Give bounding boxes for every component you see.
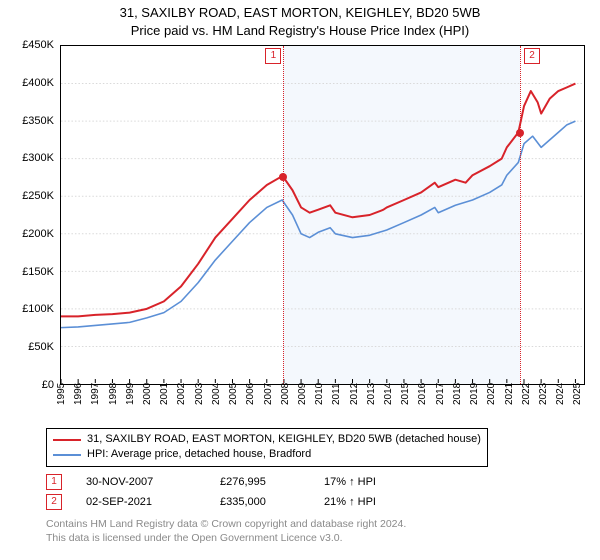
legend: 31, SAXILBY ROAD, EAST MORTON, KEIGHLEY,… <box>46 428 488 467</box>
y-tick-label: £300K <box>22 152 54 164</box>
series-price_paid <box>61 84 575 317</box>
legend-label: 31, SAXILBY ROAD, EAST MORTON, KEIGHLEY,… <box>87 432 481 447</box>
event-line <box>520 46 521 384</box>
y-tick-label: £150K <box>22 266 54 278</box>
x-axis: 1995199619971998199920002001200220032004… <box>60 385 585 415</box>
event-badge: 2 <box>524 48 540 64</box>
x-tick-label: 2002 <box>176 383 187 405</box>
event-marker <box>279 173 287 181</box>
x-tick-label: 2003 <box>194 383 205 405</box>
y-tick-label: £0 <box>42 379 54 391</box>
legend-swatch <box>53 454 81 456</box>
event-annotations: 1 30-NOV-2007 £276,995 17% ↑ HPI 2 02-SEP-202… <box>46 472 434 512</box>
series-hpi <box>61 121 575 327</box>
plot-area: 12 <box>60 45 585 385</box>
x-tick-label: 1999 <box>125 383 136 405</box>
x-tick-label: 2012 <box>349 383 360 405</box>
title-line-1: 31, SAXILBY ROAD, EAST MORTON, KEIGHLEY,… <box>0 4 600 22</box>
x-tick-label: 2009 <box>297 383 308 405</box>
event-row-price: £276,995 <box>220 476 300 488</box>
x-tick-label: 2001 <box>159 383 170 405</box>
legend-swatch <box>53 439 81 441</box>
event-row-pct: 17% ↑ HPI <box>324 476 434 488</box>
x-tick-label: 2022 <box>521 383 532 405</box>
x-tick-label: 2005 <box>228 383 239 405</box>
event-marker <box>516 129 524 137</box>
x-tick-label: 2006 <box>245 383 256 405</box>
event-row-date: 02-SEP-2021 <box>86 496 196 508</box>
x-tick-label: 2010 <box>314 383 325 405</box>
x-tick-label: 2008 <box>280 383 291 405</box>
x-tick-label: 2023 <box>538 383 549 405</box>
y-tick-label: £400K <box>22 77 54 89</box>
x-tick-label: 2014 <box>383 383 394 405</box>
y-tick-label: £50K <box>28 341 54 353</box>
x-tick-label: 1995 <box>56 383 67 405</box>
x-tick-label: 2004 <box>211 383 222 405</box>
x-tick-label: 2021 <box>504 383 515 405</box>
line-series <box>61 46 584 384</box>
y-tick-label: £250K <box>22 190 54 202</box>
event-row: 1 30-NOV-2007 £276,995 17% ↑ HPI <box>46 472 434 492</box>
x-tick-label: 2013 <box>366 383 377 405</box>
x-tick-label: 2018 <box>452 383 463 405</box>
x-tick-label: 2020 <box>486 383 497 405</box>
chart-area: £0 £50K £100K £150K £200K £250K £300K £350K £400… <box>10 45 590 415</box>
x-tick-label: 1998 <box>108 383 119 405</box>
event-badge: 1 <box>265 48 281 64</box>
x-tick-label: 1996 <box>73 383 84 405</box>
event-row-pct: 21% ↑ HPI <box>324 496 434 508</box>
x-tick-label: 2011 <box>331 383 342 405</box>
x-tick-label: 2000 <box>142 383 153 405</box>
x-tick-label: 1997 <box>90 383 101 405</box>
event-line <box>283 46 284 384</box>
x-tick-label: 2016 <box>417 383 428 405</box>
x-tick-label: 2019 <box>469 383 480 405</box>
x-tick-label: 2025 <box>572 383 583 405</box>
event-row: 2 02-SEP-2021 £335,000 21% ↑ HPI <box>46 492 434 512</box>
footnote-line-1: Contains HM Land Registry data © Crown c… <box>46 518 406 532</box>
footnote: Contains HM Land Registry data © Crown c… <box>46 518 406 545</box>
x-tick-label: 2007 <box>263 383 274 405</box>
event-row-badge: 2 <box>46 494 62 510</box>
x-tick-label: 2017 <box>435 383 446 405</box>
event-row-badge: 1 <box>46 474 62 490</box>
title-line-2: Price paid vs. HM Land Registry's House … <box>0 22 600 40</box>
x-tick-label: 2024 <box>555 383 566 405</box>
chart-titles: 31, SAXILBY ROAD, EAST MORTON, KEIGHLEY,… <box>0 0 600 39</box>
y-tick-label: £200K <box>22 228 54 240</box>
y-tick-label: £100K <box>22 303 54 315</box>
event-row-date: 30-NOV-2007 <box>86 476 196 488</box>
x-tick-label: 2015 <box>400 383 411 405</box>
legend-label: HPI: Average price, detached house, Brad… <box>87 447 311 462</box>
legend-row: 31, SAXILBY ROAD, EAST MORTON, KEIGHLEY,… <box>53 432 481 447</box>
footnote-line-2: This data is licensed under the Open Gov… <box>46 532 406 546</box>
event-row-price: £335,000 <box>220 496 300 508</box>
legend-row: HPI: Average price, detached house, Brad… <box>53 447 481 462</box>
y-tick-label: £450K <box>22 39 54 51</box>
y-axis: £0£50K£100K£150K£200K£250K£300K£350K£400… <box>10 45 60 385</box>
y-tick-label: £350K <box>22 115 54 127</box>
